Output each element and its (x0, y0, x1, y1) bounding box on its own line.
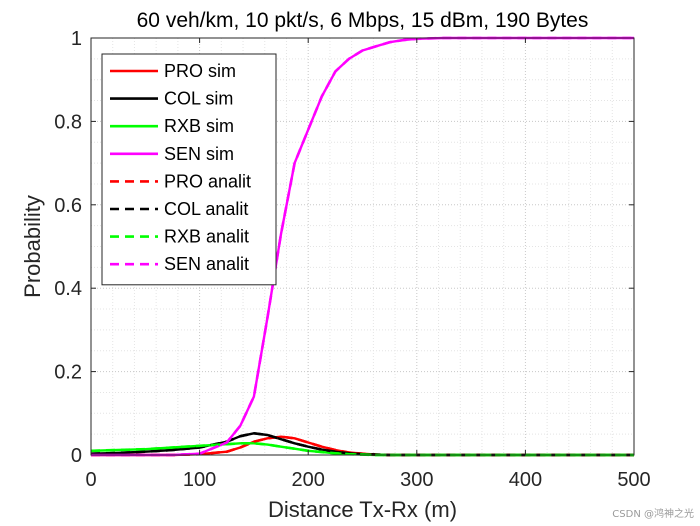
y-tick-label: 0.2 (54, 362, 82, 384)
legend-entry-label: COL sim (164, 89, 233, 109)
series-line-col-sim (90, 432, 634, 457)
x-tick-label: 200 (292, 469, 325, 491)
watermark: CSDN @鸿神之光 (612, 509, 694, 520)
series-line-pro-sim (91, 435, 634, 457)
y-tick-label: 1 (71, 28, 82, 50)
x-tick-label: 400 (509, 469, 542, 491)
x-tick-label: 500 (617, 469, 650, 491)
x-axis-label: Distance Tx-Rx (m) (268, 497, 457, 522)
legend-entry-label: PRO sim (164, 61, 236, 81)
x-tick-label: 0 (85, 469, 96, 491)
series-line-sen-analit (91, 36, 634, 457)
axes-box (90, 37, 635, 456)
ticks: 0 100 200 300 400 500 0 0.2 0.4 0.6 0.8 1 (54, 28, 651, 491)
legend: PRO sim COL sim RXB sim SEN sim PRO analit CO… (101, 53, 277, 286)
y-tick-label: 0.8 (54, 111, 82, 133)
y-tick-label: 0.4 (54, 278, 82, 300)
legend-entry-label: RXB sim (164, 116, 234, 136)
series-line-pro-analit (91, 435, 634, 457)
y-tick-label: 0 (71, 445, 82, 467)
legend-entry-label: COL analit (164, 199, 248, 219)
series-line-col-analit (90, 431, 634, 457)
legend-entry-label: SEN analit (164, 254, 249, 274)
legend-entry-label: SEN sim (164, 144, 234, 164)
x-tick-label: 300 (400, 469, 433, 491)
x-tick-label: 100 (183, 469, 216, 491)
y-axis-label: Probability (20, 195, 45, 298)
y-tick-label: 0.6 (54, 195, 82, 217)
legend-entry-label: PRO analit (164, 171, 251, 191)
chart-title: 60 veh/km, 10 pkt/s, 6 Mbps, 15 dBm, 190… (137, 9, 589, 32)
legend-entry-label: RXB analit (164, 227, 249, 247)
legend-box (101, 53, 277, 286)
